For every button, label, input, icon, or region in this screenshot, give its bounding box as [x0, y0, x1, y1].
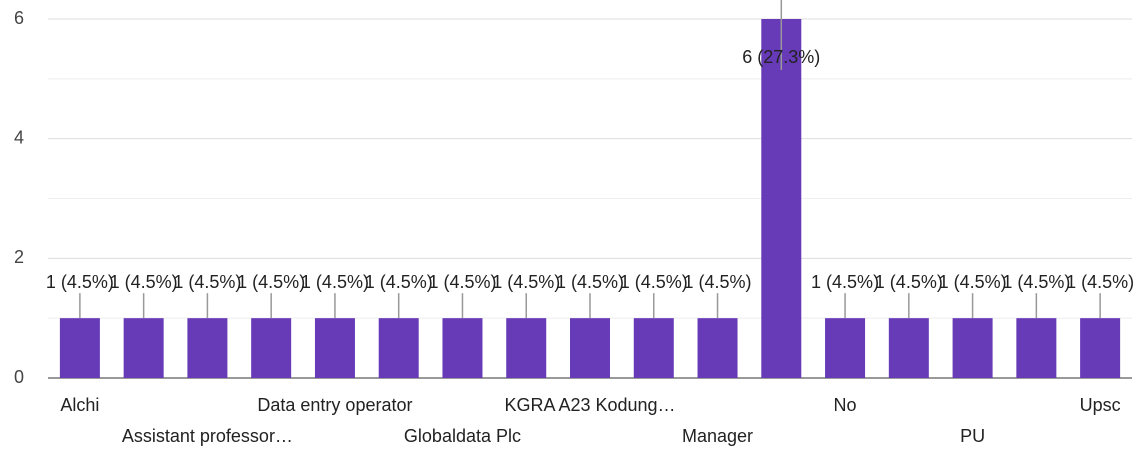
bar: [1016, 318, 1057, 378]
value-label: 1 (4.5%): [875, 272, 943, 292]
value-label: 1 (4.5%): [1002, 272, 1070, 292]
bar: [761, 19, 802, 378]
value-label: 1 (4.5%): [620, 272, 688, 292]
value-label: 1 (4.5%): [110, 272, 178, 292]
bar: [952, 318, 993, 378]
value-label: 1 (4.5%): [811, 272, 879, 292]
bar: [825, 318, 866, 378]
bar: [59, 318, 100, 378]
bar: [697, 318, 738, 378]
y-tick-label: 4: [14, 127, 24, 147]
bar: [1080, 318, 1121, 378]
x-tick-label: PU: [960, 426, 985, 446]
bar: [187, 318, 228, 378]
bar: [570, 318, 610, 378]
bar: [251, 318, 292, 378]
value-label: 1 (4.5%): [939, 272, 1007, 292]
x-tick-label: Globaldata Plc: [404, 426, 521, 446]
y-tick-label: 2: [14, 247, 24, 267]
bar: [633, 318, 674, 378]
x-tick-label: Alchi: [60, 395, 99, 415]
bar: [506, 318, 547, 378]
x-tick-label: Upsc: [1080, 395, 1121, 415]
bar: [378, 318, 419, 378]
value-label: 1 (4.5%): [237, 272, 305, 292]
value-label: 1 (4.5%): [684, 272, 752, 292]
value-label: 1 (4.5%): [1066, 272, 1134, 292]
value-label: 1 (4.5%): [173, 272, 241, 292]
x-tick-label: KGRA A23 Kodung…: [504, 395, 675, 415]
value-label: 6 (27.3%): [742, 47, 820, 67]
x-tick-label: No: [834, 395, 857, 415]
bar: [314, 318, 355, 378]
value-label: 1 (4.5%): [46, 272, 114, 292]
x-tick-label: Assistant professor…: [122, 426, 293, 446]
x-tick-label: Data entry operator: [257, 395, 412, 415]
bar: [123, 318, 164, 378]
value-label: 1 (4.5%): [556, 272, 624, 292]
x-tick-label: Manager: [682, 426, 753, 446]
bar: [442, 318, 483, 378]
y-tick-label: 6: [14, 8, 24, 28]
value-label: 1 (4.5%): [492, 272, 560, 292]
y-tick-label: 0: [14, 367, 24, 387]
value-label: 1 (4.5%): [365, 272, 433, 292]
value-label: 1 (4.5%): [428, 272, 496, 292]
bar: [888, 318, 929, 378]
value-label: 1 (4.5%): [301, 272, 369, 292]
